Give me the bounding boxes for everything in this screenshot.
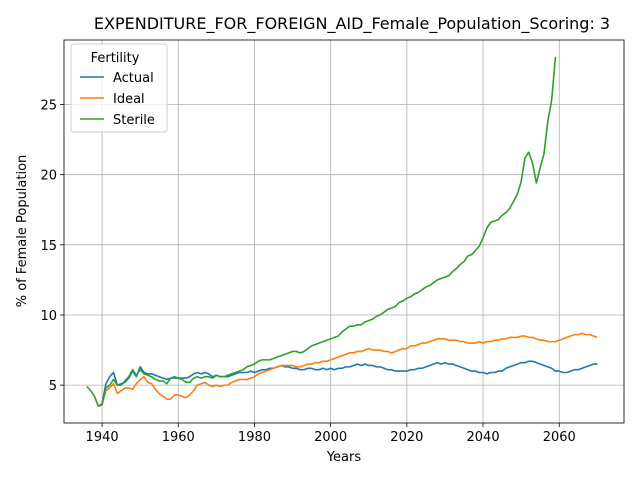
x-axis-label: Years (326, 450, 362, 465)
x-tick-label: 2000 (314, 430, 347, 445)
y-axis-label: % of Female Population (15, 155, 30, 308)
legend: Fertility Actual Ideal Sterile (70, 43, 168, 133)
y-tick-label: 25 (40, 99, 57, 114)
chart-title: EXPENDITURE_FOR_FOREIGN_AID_Female_Popul… (94, 14, 610, 34)
y-tick-label: 5 (49, 379, 57, 394)
x-tick-label: 1980 (238, 430, 271, 445)
legend-label-sterile: Sterile (113, 113, 155, 128)
legend-title: Fertility (91, 51, 140, 66)
y-tick-label: 15 (40, 239, 57, 254)
x-tick-label: 2060 (543, 430, 576, 445)
plot-frame (63, 39, 625, 424)
series-line-ideal (97, 332, 598, 407)
legend-entries: Actual Ideal Sterile (80, 71, 155, 128)
x-tick-label: 2020 (390, 430, 423, 445)
x-tick-label: 1940 (86, 430, 119, 445)
x-tick-label: 2040 (467, 430, 500, 445)
y-tick-label: 10 (40, 309, 57, 324)
legend-label-actual: Actual (113, 71, 154, 86)
x-axis-ticks: 1940 1960 1980 2000 2020 2040 2060 (86, 423, 576, 445)
series-line-actual (97, 360, 598, 407)
y-axis-ticks: 5 10 15 20 25 (40, 99, 64, 394)
legend-label-ideal: Ideal (113, 92, 145, 107)
x-tick-label: 1960 (162, 430, 195, 445)
y-tick-label: 20 (40, 169, 57, 184)
series-lines (86, 56, 598, 407)
series-line-sterile (86, 56, 557, 407)
legend-box (70, 43, 168, 133)
